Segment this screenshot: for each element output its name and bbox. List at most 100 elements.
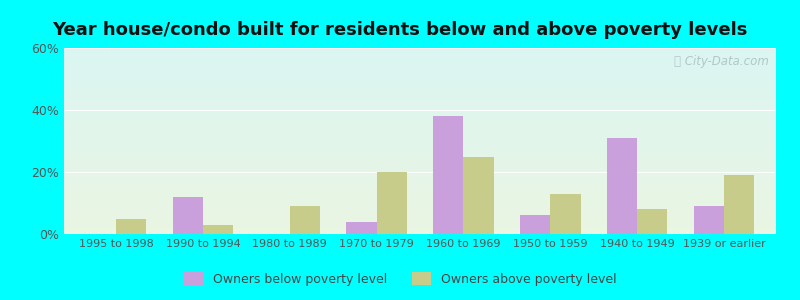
Bar: [64, 137, 776, 138]
Bar: [64, 96, 776, 97]
Bar: [64, 66, 776, 67]
Bar: [64, 167, 776, 168]
Bar: [64, 111, 776, 112]
Bar: [64, 48, 776, 49]
Bar: [64, 50, 776, 51]
Bar: [64, 170, 776, 171]
Bar: [290, 206, 320, 234]
Bar: [64, 65, 776, 66]
Bar: [64, 232, 776, 233]
Bar: [64, 63, 776, 64]
Bar: [64, 99, 776, 100]
Bar: [64, 67, 776, 68]
Bar: [64, 130, 776, 131]
Bar: [64, 161, 776, 162]
Bar: [64, 69, 776, 70]
Bar: [64, 105, 776, 106]
Bar: [64, 210, 776, 211]
Bar: [64, 202, 776, 203]
Bar: [64, 82, 776, 83]
Bar: [64, 191, 776, 192]
Bar: [64, 197, 776, 198]
Bar: [64, 129, 776, 130]
Text: Ⓡ City-Data.com: Ⓡ City-Data.com: [674, 56, 769, 68]
Bar: [64, 52, 776, 53]
Bar: [64, 109, 776, 110]
Bar: [64, 71, 776, 72]
Bar: [64, 150, 776, 151]
Bar: [64, 132, 776, 133]
Bar: [64, 122, 776, 123]
Bar: [64, 123, 776, 124]
Bar: [64, 131, 776, 132]
Bar: [64, 217, 776, 218]
Bar: [64, 70, 776, 71]
Bar: [64, 224, 776, 225]
Bar: [64, 87, 776, 88]
Bar: [64, 90, 776, 91]
Text: Year house/condo built for residents below and above poverty levels: Year house/condo built for residents bel…: [52, 21, 748, 39]
Bar: [64, 227, 776, 228]
Bar: [64, 138, 776, 139]
Bar: [64, 147, 776, 148]
Bar: [64, 203, 776, 204]
Bar: [64, 57, 776, 58]
Bar: [64, 179, 776, 180]
Bar: [64, 74, 776, 75]
Bar: [64, 77, 776, 78]
Bar: [64, 225, 776, 226]
Bar: [64, 53, 776, 54]
Bar: [64, 186, 776, 187]
Bar: [64, 175, 776, 176]
Bar: [64, 166, 776, 167]
Bar: [64, 140, 776, 141]
Bar: [64, 155, 776, 156]
Bar: [64, 154, 776, 155]
Bar: [116, 218, 146, 234]
Bar: [64, 213, 776, 214]
Bar: [64, 98, 776, 99]
Bar: [64, 215, 776, 216]
Bar: [64, 172, 776, 173]
Bar: [64, 128, 776, 129]
Bar: [64, 134, 776, 135]
Bar: [64, 117, 776, 118]
Bar: [64, 196, 776, 197]
Bar: [64, 187, 776, 188]
Bar: [64, 121, 776, 122]
Bar: [64, 124, 776, 125]
Bar: [64, 230, 776, 231]
Bar: [64, 127, 776, 128]
Bar: [64, 207, 776, 208]
Bar: [64, 216, 776, 217]
Bar: [64, 231, 776, 232]
Bar: [64, 176, 776, 177]
Bar: [64, 118, 776, 119]
Bar: [64, 226, 776, 227]
Bar: [64, 181, 776, 182]
Bar: [64, 95, 776, 96]
Bar: [64, 62, 776, 63]
Bar: [64, 110, 776, 111]
Bar: [64, 115, 776, 116]
Bar: [64, 113, 776, 114]
Bar: [64, 233, 776, 234]
Bar: [637, 209, 667, 234]
Bar: [64, 86, 776, 87]
Bar: [64, 162, 776, 163]
Bar: [64, 165, 776, 166]
Bar: [64, 135, 776, 136]
Bar: [606, 138, 637, 234]
Bar: [64, 103, 776, 104]
Bar: [64, 89, 776, 90]
Bar: [64, 171, 776, 172]
Bar: [64, 58, 776, 59]
Bar: [64, 64, 776, 65]
Bar: [64, 206, 776, 207]
Bar: [64, 68, 776, 69]
Bar: [64, 83, 776, 84]
Bar: [64, 97, 776, 98]
Bar: [64, 56, 776, 57]
Bar: [64, 60, 776, 61]
Bar: [203, 225, 234, 234]
